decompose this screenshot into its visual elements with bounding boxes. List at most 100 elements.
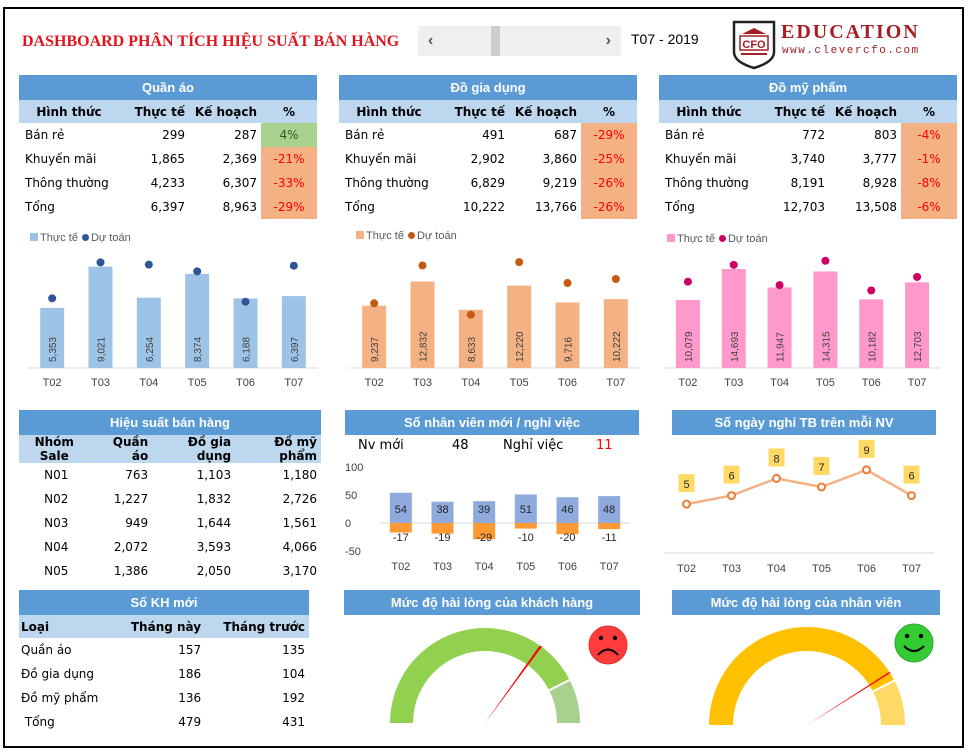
sales-perf-header: Hiệu suất bán hàng	[19, 410, 321, 435]
pct-value: -25%	[581, 147, 637, 171]
chart-legend: Thực tế Dự toán	[356, 230, 457, 242]
actual-value: 3,740	[790, 152, 825, 166]
legend-bar-swatch	[356, 231, 364, 239]
sales-value: 1,227	[113, 492, 149, 506]
sales-value: 1,103	[196, 468, 232, 482]
customer-count: 479	[178, 715, 202, 729]
actual-value: 10,222	[463, 200, 505, 214]
plan-value: 6,307	[222, 176, 257, 190]
pct-value: -4%	[901, 123, 957, 147]
sales-value: 1,180	[282, 468, 317, 482]
table-row: N04 2,072 3,593 4,066	[19, 535, 321, 559]
new-staff-label: Nv mới	[358, 438, 404, 453]
group-label: N03	[44, 516, 69, 530]
row-label: Thông thường	[345, 176, 429, 190]
sales-value: 3,170	[282, 564, 317, 578]
table-row: Đồ mỹ phẩm 136 192	[19, 686, 309, 710]
pct-value: -26%	[581, 195, 637, 219]
scroll-left-icon[interactable]: ‹	[428, 32, 434, 49]
row-label: Bán rẻ	[25, 128, 65, 142]
actual-value: 491	[482, 128, 505, 142]
logo-url[interactable]: www.clevercfo.com	[782, 45, 920, 57]
staff-satisfaction-header: Mức độ hài lòng của nhân viên	[672, 590, 940, 615]
kpi-header: Đồ mỹ phẩm	[659, 75, 957, 100]
column-header: %	[581, 100, 637, 123]
sales-value: 3,593	[196, 540, 232, 554]
table-row: Tổng 10,222 13,766 -26%	[339, 195, 637, 219]
actual-value: 6,829	[470, 176, 505, 190]
sales-value: 949	[125, 516, 149, 530]
page-title: DASHBOARD PHÂN TÍCH HIỆU SUẤT BÁN HÀNG	[22, 33, 400, 50]
logo-badge: CFO	[742, 39, 766, 51]
plan-value: 9,219	[542, 176, 577, 190]
sales-value: 4,066	[282, 540, 317, 554]
customer-count: 157	[178, 643, 202, 657]
column-header: Kế hoạch	[189, 100, 261, 123]
legend-budget-label: Dự toán	[727, 233, 768, 245]
row-label: Thông thường	[665, 176, 749, 190]
sales-value: 1,561	[282, 516, 317, 530]
plan-value: 3,860	[542, 152, 577, 166]
table-row: Đồ gia dụng 186 104	[19, 662, 309, 686]
plan-value: 13,508	[855, 200, 897, 214]
pct-value: -6%	[901, 195, 957, 219]
table-row: Tổng 479 431	[19, 710, 309, 734]
pct-value: -29%	[261, 195, 317, 219]
dashboard-frame	[3, 7, 964, 748]
table-row: Thông thường 4,233 6,307 -33%	[19, 171, 317, 195]
customer-count: 186	[178, 667, 202, 681]
column-header: Đồ mỹ phẩm	[235, 435, 321, 463]
group-label: N04	[44, 540, 69, 554]
sales-value: 2,072	[113, 540, 149, 554]
row-label: Khuyến mãi	[25, 152, 97, 166]
legend-bar-swatch	[30, 233, 38, 241]
quit-staff-label: Nghỉ việc	[503, 438, 564, 453]
plan-value: 13,766	[535, 200, 577, 214]
legend-dot-swatch	[407, 232, 415, 239]
kpi-table: Hình thức Thực tế Kế hoạch% Bán rẻ 772 803 -4%…	[659, 100, 957, 219]
customer-count: 431	[282, 715, 305, 729]
sales-value: 763	[125, 468, 149, 482]
chart-legend: Thực tế Dự toán	[667, 233, 768, 245]
sales-value: 1,644	[196, 516, 232, 530]
sales-value: 2,050	[196, 564, 232, 578]
staff-header: Số nhân viên mới / nghỉ việc	[345, 410, 639, 435]
column-header: Hình thức	[659, 100, 759, 123]
column-header: Đồ gia dụng	[152, 435, 236, 463]
new-customers-table: Loại Tháng này Tháng trước Quần áo 157 135 Đồ…	[19, 615, 309, 734]
period-scrollbar[interactable]: ‹ ›	[418, 26, 621, 56]
actual-value: 2,902	[470, 152, 505, 166]
pct-value: -21%	[261, 147, 317, 171]
column-header: Kế hoạch	[829, 100, 901, 123]
legend-budget-label: Dự toán	[416, 230, 457, 242]
plan-value: 2,369	[222, 152, 257, 166]
row-label: Bán rẻ	[665, 128, 705, 142]
customer-count: 192	[282, 691, 305, 705]
column-header: Thực tế	[759, 100, 829, 123]
kpi-header: Đồ gia dụng	[339, 75, 637, 100]
customer-count: 104	[282, 667, 305, 681]
table-row: Khuyến mãi 1,865 2,369 -21%	[19, 147, 317, 171]
scroll-right-icon[interactable]: ›	[605, 32, 611, 49]
table-row: Thông thường 8,191 8,928 -8%	[659, 171, 957, 195]
new-staff-value: 48	[452, 438, 469, 453]
scroll-thumb[interactable]	[491, 26, 500, 56]
pct-value: -29%	[581, 123, 637, 147]
legend-budget-label: Dự toán	[90, 232, 131, 244]
actual-value: 8,191	[790, 176, 825, 190]
table-row: Quần áo 157 135	[19, 638, 309, 662]
plan-value: 8,963	[222, 200, 257, 214]
leave-header: Số ngày nghỉ TB trên mỗi NV	[672, 410, 936, 435]
sales-value: 2,726	[282, 492, 317, 506]
actual-value: 299	[162, 128, 185, 142]
kpi-header: Quần áo	[19, 75, 317, 100]
column-header: Nhóm Sale	[19, 435, 94, 463]
column-header: Hình thức	[19, 100, 119, 123]
row-label: Bán rẻ	[345, 128, 385, 142]
column-header: Thực tế	[119, 100, 189, 123]
pct-value: -33%	[261, 171, 317, 195]
new-customers-header: Số KH mới	[19, 590, 309, 615]
customer-count: 136	[178, 691, 202, 705]
customer-satisfaction-header: Mức độ hài lòng của khách hàng	[344, 590, 640, 615]
actual-value: 772	[802, 128, 825, 142]
